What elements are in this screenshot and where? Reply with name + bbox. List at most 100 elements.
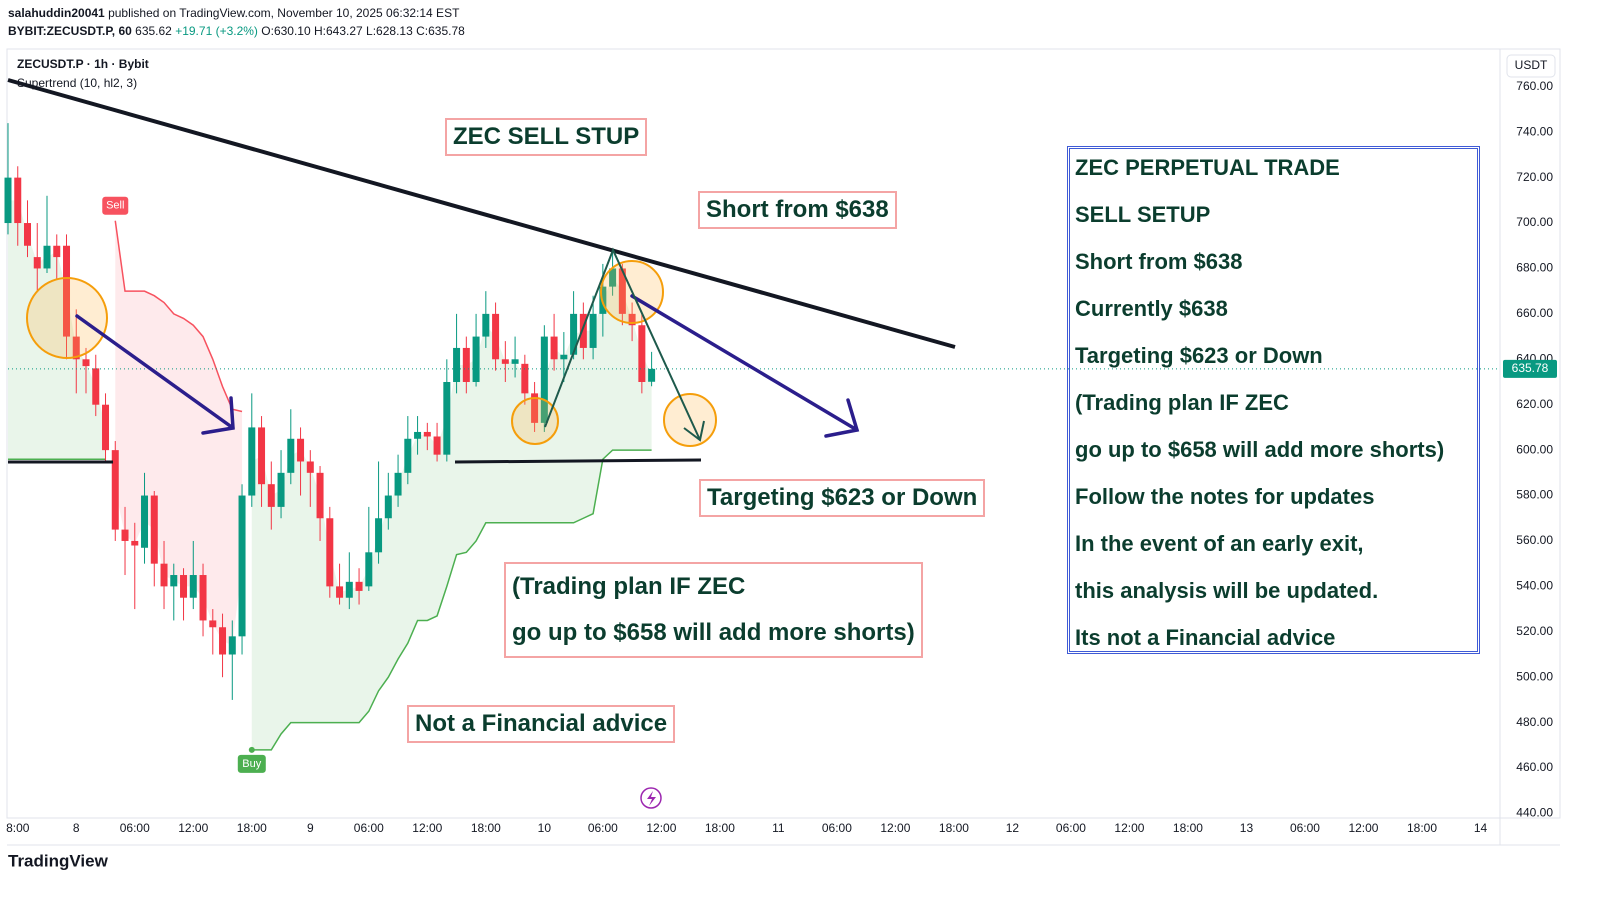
candle-body <box>219 627 227 655</box>
note-line: Its not a Financial advice <box>1075 625 1336 650</box>
trend-line <box>7 78 956 349</box>
annotation: ZEC SELL STUP <box>445 118 648 156</box>
note-line: SELL SETUP <box>1075 202 1211 227</box>
candle-body <box>4 177 12 224</box>
candle-body <box>501 359 509 364</box>
candle-body <box>609 268 617 287</box>
candle-body <box>482 313 490 337</box>
candle-body <box>326 518 334 587</box>
x-tick-label: 12:00 <box>178 821 208 835</box>
brand: TradingView <box>8 851 109 870</box>
x-tick-label: 18:00 <box>705 821 735 835</box>
candle-body <box>82 359 90 367</box>
notes-box: ZEC PERPETUAL TRADE SELL SETUP Short from … <box>1067 146 1480 654</box>
candle-body <box>521 363 529 394</box>
sell-label: Sell <box>106 200 124 212</box>
candle-body <box>375 518 383 553</box>
price: 635.62 <box>135 24 172 38</box>
candle-body <box>628 313 636 326</box>
y-tick-label: 760.00 <box>1516 79 1553 93</box>
change: +19.71 (+3.2%) <box>175 24 258 38</box>
x-tick-label: 8:00 <box>6 821 30 835</box>
x-tick-label: 18:00 <box>1173 821 1203 835</box>
y-tick-label: 440.00 <box>1516 806 1553 820</box>
x-tick-label: 12:00 <box>1114 821 1144 835</box>
candle-body <box>199 575 207 621</box>
candle-body <box>531 393 539 423</box>
header-line: BYBIT:ZECUSDT.P, 60 635.62 +19.71 (+3.2%… <box>8 24 465 38</box>
candle-body <box>423 431 431 437</box>
candle-body <box>287 438 295 473</box>
y-tick-label: 540.00 <box>1516 579 1553 593</box>
ohlc-close: C:635.78 <box>416 24 465 38</box>
x-tick-label: 18:00 <box>1407 821 1437 835</box>
candle-body <box>43 245 51 269</box>
note-line: go up to $658 will add more shorts) <box>1075 437 1445 462</box>
published: published on TradingView.com, November 1… <box>108 6 460 20</box>
candle-body <box>267 484 275 507</box>
y-tick-label: 480.00 <box>1516 715 1553 729</box>
legend-indicator: Supertrend (10, hl2, 3) <box>17 76 137 90</box>
candle-body <box>131 540 139 546</box>
candle-body <box>570 313 578 355</box>
candle-body <box>433 436 441 455</box>
candle-body <box>33 257 41 269</box>
candle-body <box>443 382 451 455</box>
icon-ring <box>640 787 662 809</box>
candle-body <box>306 461 314 473</box>
ohlc-open: O:630.10 <box>261 24 311 38</box>
note-line: Follow the notes for updates <box>1075 484 1375 509</box>
x-tick-label: 18:00 <box>471 821 501 835</box>
candle-body <box>277 472 285 507</box>
note-line: ZEC PERPETUAL TRADE <box>1075 155 1340 180</box>
x-tick-label: 12:00 <box>880 821 910 835</box>
candle-body <box>560 354 568 360</box>
candle-body <box>365 552 373 587</box>
x-tick-label: 18:00 <box>939 821 969 835</box>
x-tick-label: 18:00 <box>237 821 267 835</box>
x-tick-label: 06:00 <box>822 821 852 835</box>
candle-body <box>53 245 61 258</box>
chart-frame <box>6 48 1561 819</box>
x-tick-label: 8 <box>73 821 80 835</box>
candle-body <box>228 636 236 655</box>
trend-fill <box>115 220 243 646</box>
candle-body <box>316 472 324 519</box>
trend-fill <box>8 200 106 460</box>
note-line: (Trading plan IF ZEC <box>1075 390 1289 415</box>
icon-bolt <box>647 791 656 806</box>
candle-body <box>462 347 470 382</box>
x-tick-label: 12:00 <box>1348 821 1378 835</box>
trend-fill <box>251 277 652 750</box>
y-tick-label: 580.00 <box>1516 488 1553 502</box>
candle-body <box>472 336 480 382</box>
highlight-circle <box>26 277 108 359</box>
currency-box <box>1506 54 1556 78</box>
annotation-line: go up to $658 will add more shorts) <box>512 619 915 646</box>
supertrend-line <box>8 449 652 751</box>
x-tick-label: 12 <box>1006 821 1020 835</box>
note-line: Short from $638 <box>1075 249 1243 274</box>
candle-body <box>453 347 461 382</box>
annotation: Short from $638 <box>698 191 897 229</box>
buy-dot <box>248 746 255 753</box>
candle-body <box>345 581 353 598</box>
candle-body <box>404 438 412 473</box>
supertrend-line <box>114 220 243 413</box>
note-line: this analysis will be updated. <box>1075 578 1379 603</box>
note-line: In the event of an early exit, <box>1075 531 1364 556</box>
x-tick-label: 06:00 <box>588 821 618 835</box>
series-layer <box>4 123 1500 751</box>
header-line: salahuddin20041 published on TradingView… <box>8 6 459 20</box>
candle-body <box>72 336 80 360</box>
candle-body <box>209 620 217 628</box>
legend-symbol: ZECUSDT.P · 1h · Bybit <box>17 57 149 71</box>
candle-body <box>384 495 392 519</box>
x-tick-label: 10 <box>538 821 552 835</box>
annotation: Targeting $623 or Down <box>699 479 986 517</box>
candle-body <box>238 495 246 637</box>
candle-body <box>648 368 656 382</box>
candle-body <box>492 313 500 360</box>
